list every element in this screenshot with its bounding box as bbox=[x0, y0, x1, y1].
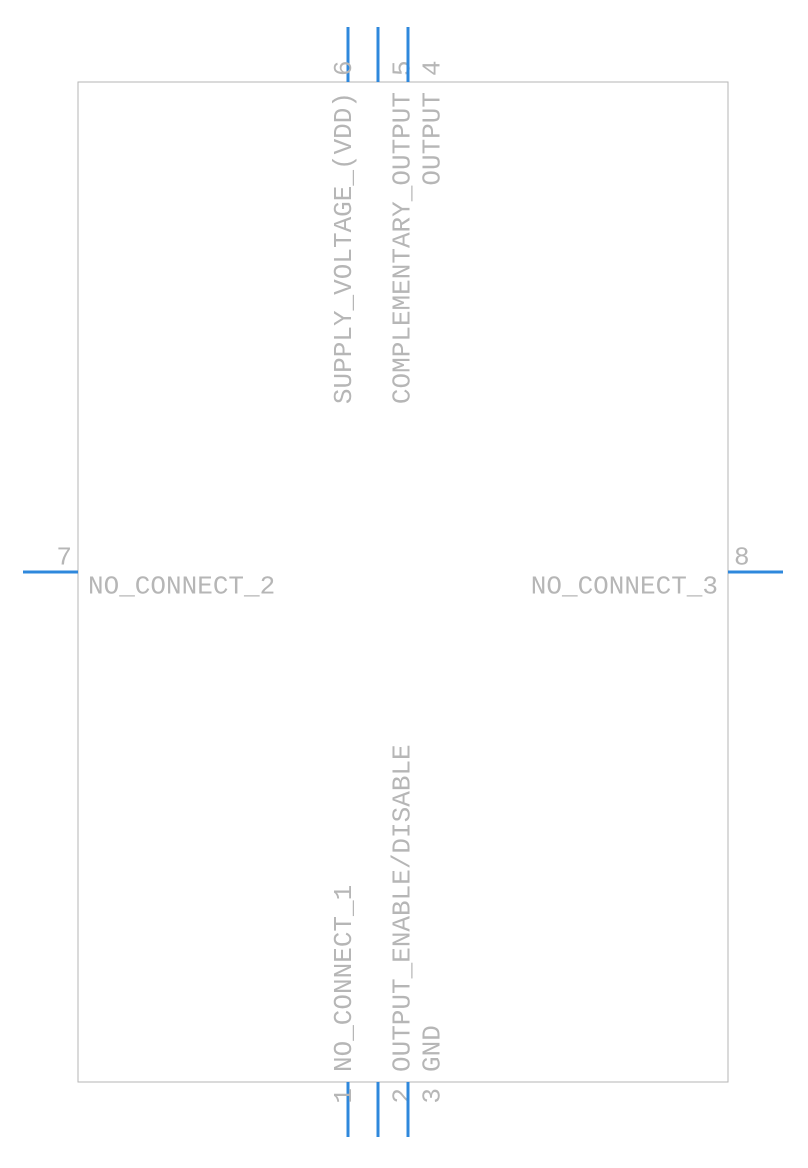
pin-1: 1 NO_CONNECT_1 bbox=[329, 885, 359, 1137]
pin-label-4: OUTPUT bbox=[418, 92, 448, 186]
pin-number-1: 1 bbox=[329, 1088, 359, 1104]
pin-8: 8 NO_CONNECT_3 bbox=[531, 542, 783, 601]
schematic-symbol: 6 SUPPLY_VOLTAGE_(VDD) 5 COMPLEMENTARY_OUTP… bbox=[0, 0, 808, 1168]
pin-label-8: NO_CONNECT_3 bbox=[531, 571, 718, 601]
pin-number-3: 3 bbox=[418, 1088, 448, 1104]
pin-number-2: 2 bbox=[388, 1088, 418, 1104]
pin-number-5: 5 bbox=[388, 60, 418, 76]
pins-group: 6 SUPPLY_VOLTAGE_(VDD) 5 COMPLEMENTARY_OUTP… bbox=[23, 27, 783, 1137]
pin-number-4: 4 bbox=[418, 60, 448, 76]
pin-label-7: NO_CONNECT_2 bbox=[88, 571, 275, 601]
pin-number-7: 7 bbox=[56, 542, 72, 572]
pin-number-8: 8 bbox=[734, 542, 750, 572]
pin-label-3: GND bbox=[418, 1025, 448, 1072]
pin-7: 7 NO_CONNECT_2 bbox=[23, 542, 275, 601]
pin-label-1: NO_CONNECT_1 bbox=[329, 885, 359, 1072]
pin-6: 6 SUPPLY_VOLTAGE_(VDD) bbox=[329, 27, 359, 404]
pin-label-2: OUTPUT_ENABLE/DISABLE bbox=[388, 744, 418, 1072]
pin-label-5: COMPLEMENTARY_OUTPUT bbox=[388, 92, 418, 404]
pin-label-6: SUPPLY_VOLTAGE_(VDD) bbox=[329, 92, 359, 404]
pin-5: 5 COMPLEMENTARY_OUTPUT bbox=[378, 27, 418, 404]
pin-2: 2 OUTPUT_ENABLE/DISABLE bbox=[378, 744, 418, 1137]
pin-number-6: 6 bbox=[329, 60, 359, 76]
